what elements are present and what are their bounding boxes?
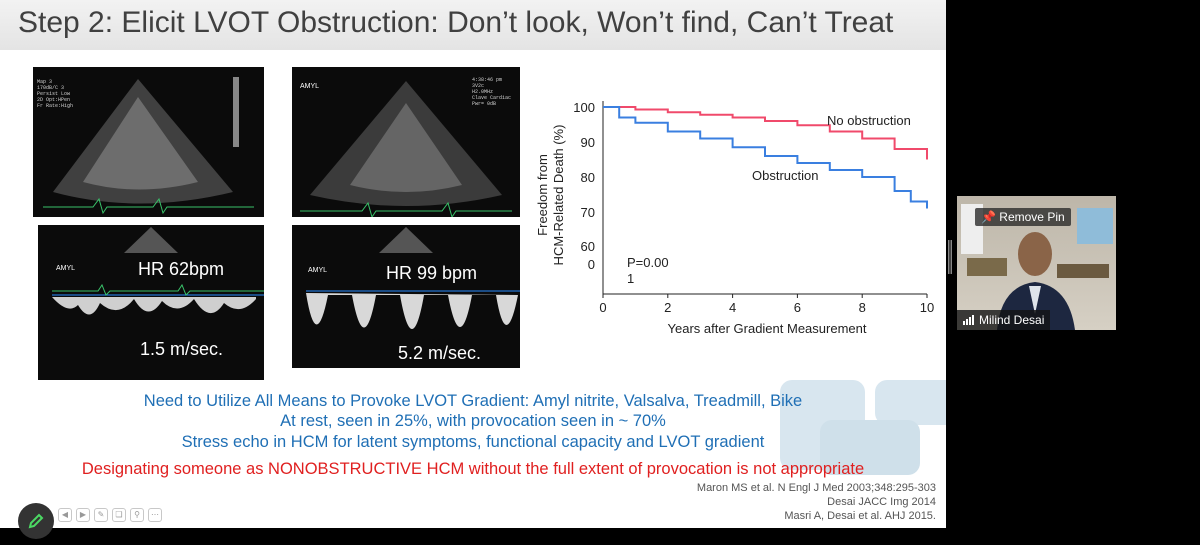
doppler-trace	[52, 227, 264, 315]
series-line-obstruction	[603, 106, 928, 209]
y-tick-label: 0	[588, 257, 595, 272]
echo-image-amyl-2d: AMYL 4:38:46 pm 3V2c H2.0MHz Clave Cardi…	[292, 67, 520, 217]
x-axis-label: Years after Gradient Measurement	[668, 321, 867, 336]
next-slide-icon[interactable]: ▶	[76, 508, 90, 522]
reference-citation: Desai JACC Img 2014	[827, 496, 936, 508]
echo-settings-text: Map 3 170dB/C 3 Persist Low 2D Opt:HPen …	[37, 79, 74, 109]
remove-pin-button[interactable]: 📌 Remove Pin	[975, 208, 1071, 226]
title-band	[0, 0, 946, 50]
amyl-label: AMYL	[300, 83, 320, 90]
heart-rate-provoked: HR 99 bpm	[386, 263, 478, 283]
reference-citation: Masri A, Desai et al. AHJ 2015.	[784, 510, 936, 522]
pin-icon: 📌	[981, 210, 996, 224]
series-label: Obstruction	[752, 168, 818, 183]
series-label: No obstruction	[827, 113, 911, 128]
panel-divider	[946, 0, 954, 545]
y-tick-label: 70	[581, 205, 595, 220]
kaplan-meier-chart: Freedom fromHCM-Related Death (%) 100908…	[535, 100, 934, 336]
pencil-icon	[28, 513, 44, 529]
decor-block	[875, 380, 946, 425]
pen-tool-icon[interactable]: ✎	[94, 508, 108, 522]
velocity-provoked: 5.2 m/sec.	[398, 343, 482, 363]
participant-name: Milind Desai	[979, 313, 1045, 327]
prev-slide-icon[interactable]: ◀	[58, 508, 72, 522]
y-tick-label: 60	[581, 239, 595, 254]
y-tick-label: 100	[573, 100, 595, 115]
participant-video-tile[interactable]: 📌 Remove Pin Milind Desai	[957, 196, 1116, 330]
slide-title: Step 2: Elicit LVOT Obstruction: Don’t l…	[18, 6, 894, 39]
x-tick-label: 0	[599, 300, 606, 315]
heart-rate-rest: HR 62bpm	[138, 259, 225, 279]
ultrasound-sector	[300, 81, 512, 217]
remove-pin-label: Remove Pin	[999, 210, 1065, 224]
x-tick-label: 6	[794, 300, 801, 315]
amyl-label: AMYL	[56, 265, 76, 272]
presentation-slide: Step 2: Elicit LVOT Obstruction: Don’t l…	[0, 0, 946, 528]
echo-settings-text: 4:38:46 pm 3V2c H2.0MHz Clave Cardiac Pw…	[472, 77, 512, 107]
y-tick-label: 80	[581, 170, 595, 185]
bullet-line: At rest, seen in 25%, with provocation s…	[280, 412, 666, 430]
decor-block	[820, 420, 920, 475]
x-tick-label: 4	[729, 300, 736, 315]
signal-bars-icon	[963, 315, 974, 325]
reference-citation: Maron MS et al. N Engl J Med 2003;348:29…	[696, 482, 936, 494]
doppler-image-provoked: AMYL HR 99 bpm 5.2 m/sec.	[292, 225, 520, 368]
y-axis-label: Freedom fromHCM-Related Death (%)	[535, 125, 566, 266]
slide-toolbar: ◀ ▶ ✎ ❏ ⚲ ⋯	[58, 508, 162, 522]
p-value-annotation-digit: 1	[627, 271, 634, 286]
annotate-button[interactable]	[18, 503, 54, 539]
x-tick-label: 10	[920, 300, 934, 315]
amyl-label: AMYL	[308, 267, 328, 274]
bullet-line: Need to Utilize All Means to Provoke LVO…	[143, 392, 803, 410]
zoom-icon[interactable]: ⚲	[130, 508, 144, 522]
bullet-line: Stress echo in HCM for latent symptoms, …	[181, 433, 765, 451]
participant-name-tag: Milind Desai	[957, 310, 1051, 330]
resize-handle-icon[interactable]	[948, 240, 952, 274]
x-tick-label: 8	[859, 300, 866, 315]
doppler-trace	[306, 227, 520, 329]
velocity-rest: 1.5 m/sec.	[140, 339, 224, 359]
doppler-image-rest: AMYL HR 62bpm 1.5 m/sec.	[38, 225, 264, 380]
series-line-no-obstruction	[603, 106, 928, 160]
p-value-annotation: P=0.00	[627, 255, 669, 270]
ultrasound-sector	[43, 77, 254, 215]
menu-icon[interactable]: ⋯	[148, 508, 162, 522]
echo-image-rest-2d: Map 3 170dB/C 3 Persist Low 2D Opt:HPen …	[33, 67, 264, 217]
x-tick-label: 2	[664, 300, 671, 315]
y-tick-label: 90	[581, 135, 595, 150]
copy-icon[interactable]: ❏	[112, 508, 126, 522]
warning-text: Designating someone as NONOBSTRUCTIVE HC…	[81, 460, 865, 478]
